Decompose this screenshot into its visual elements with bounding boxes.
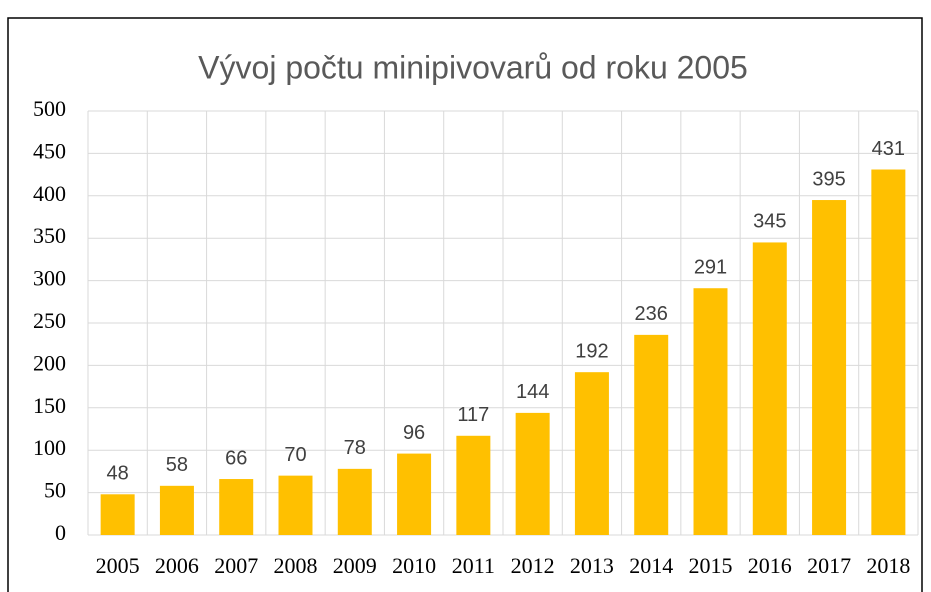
bar	[100, 494, 135, 535]
x-tick-label: 2005	[96, 553, 140, 578]
chart-border	[7, 17, 923, 592]
x-tick-label: 2006	[155, 553, 199, 578]
data-label: 70	[284, 444, 306, 466]
bar	[337, 468, 372, 535]
bar	[634, 334, 669, 535]
bar	[159, 485, 194, 535]
x-tick-label: 2008	[274, 553, 318, 578]
bar	[812, 200, 847, 536]
bar	[219, 479, 254, 535]
y-tick-label: 50	[44, 478, 66, 503]
data-label: 48	[107, 463, 129, 485]
y-tick-label: 200	[33, 350, 66, 375]
data-label: 78	[344, 437, 366, 459]
bar	[397, 453, 432, 535]
x-tick-label: 2012	[511, 553, 555, 578]
data-label: 431	[872, 138, 905, 160]
data-label: 144	[516, 381, 549, 403]
data-label: 96	[403, 422, 425, 444]
bar	[752, 242, 787, 535]
y-tick-label: 400	[33, 181, 66, 206]
data-label: 117	[457, 404, 489, 426]
data-label: 192	[575, 340, 608, 362]
x-tick-label: 2011	[452, 553, 495, 578]
y-tick-label: 0	[55, 520, 66, 545]
y-tick-label: 300	[33, 266, 66, 291]
x-tick-label: 2014	[629, 553, 673, 578]
data-label: 345	[753, 211, 786, 233]
bar	[515, 412, 550, 535]
x-tick-label: 2009	[333, 553, 377, 578]
data-label: 58	[166, 454, 188, 476]
x-tick-label: 2016	[748, 553, 792, 578]
x-tick-label: 2018	[866, 553, 910, 578]
data-label: 236	[635, 303, 668, 325]
chart-title: Vývoj počtu minipivovarů od roku 2005	[198, 49, 748, 85]
y-tick-label: 100	[33, 435, 66, 460]
bar	[871, 169, 906, 535]
x-tick-label: 2010	[392, 553, 436, 578]
y-tick-label: 450	[33, 138, 66, 163]
x-tick-label: 2013	[570, 553, 614, 578]
x-tick-label: 2017	[807, 553, 851, 578]
y-tick-label: 350	[33, 223, 66, 248]
bar	[278, 475, 313, 535]
x-tick-label: 2015	[689, 553, 733, 578]
x-tick-label: 2007	[214, 553, 258, 578]
bar	[574, 372, 609, 535]
bar	[456, 435, 491, 535]
y-tick-label: 500	[33, 96, 66, 121]
data-label: 395	[812, 168, 845, 190]
data-label: 66	[225, 447, 247, 469]
data-label: 291	[694, 257, 727, 279]
bar	[693, 288, 728, 535]
y-tick-label: 250	[33, 308, 66, 333]
y-tick-label: 150	[33, 393, 66, 418]
